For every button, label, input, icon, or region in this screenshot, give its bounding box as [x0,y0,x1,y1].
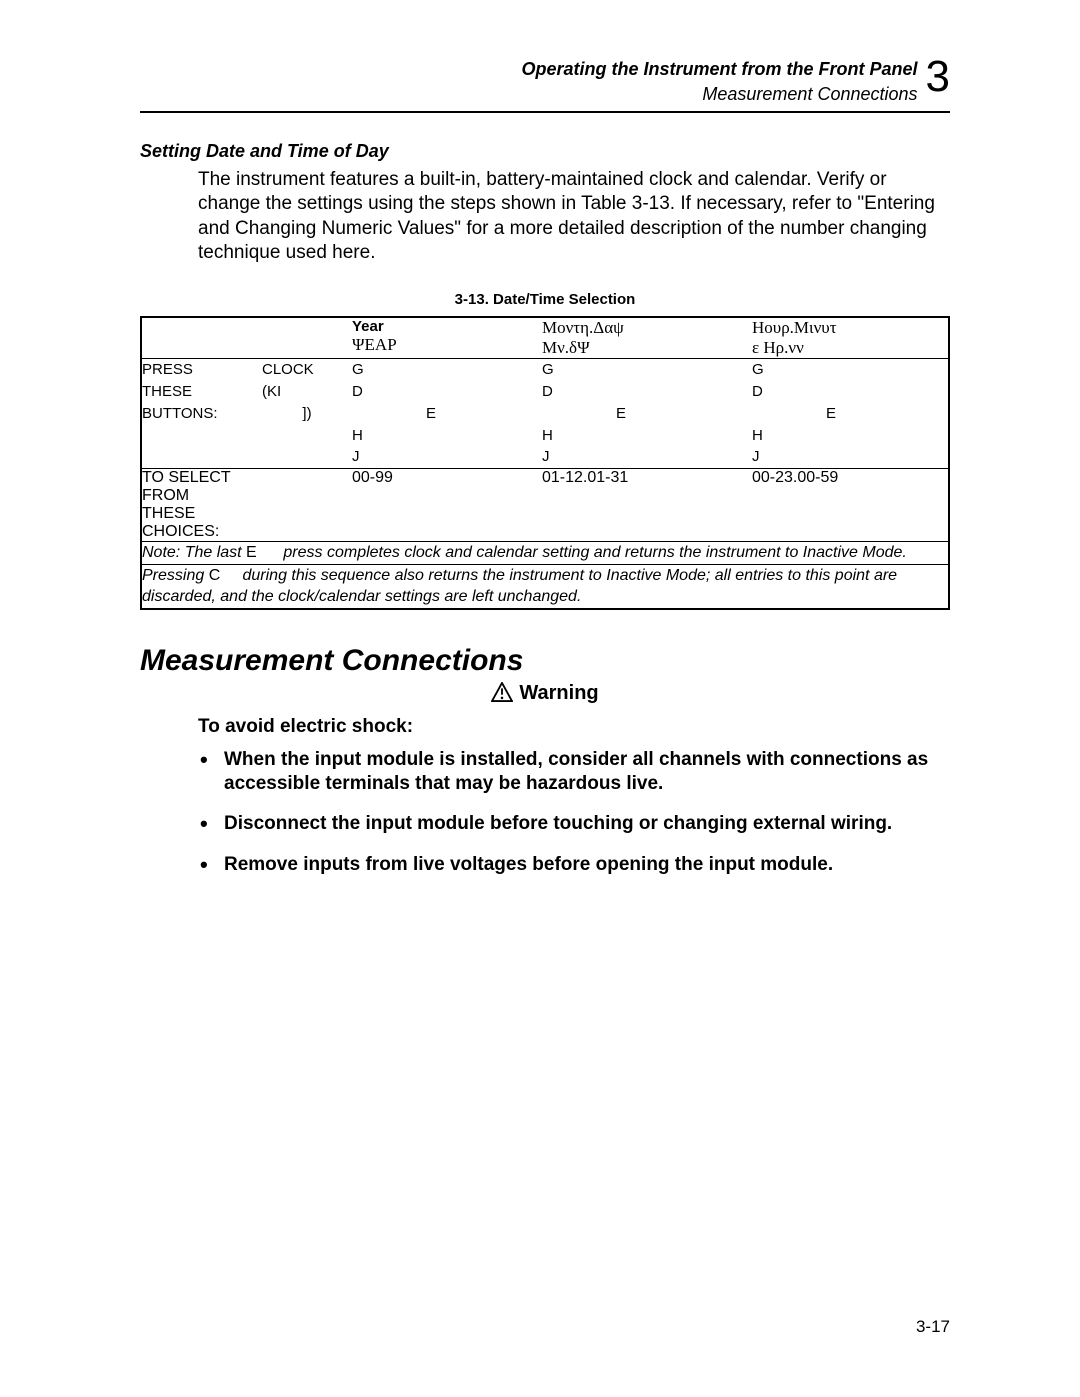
key-cell: E [352,403,542,425]
datetime-table: Year ΨEAP Μοντη.Δαψ Μν.δΨ Ηουρ.Μινυτ ε Η… [140,316,950,610]
col-sub-hour: ε Ηρ.νν [752,338,948,358]
key-cell: J [542,446,752,468]
col-head-hour: Ηουρ.Μινυτ [752,318,948,338]
key-cell: D [752,381,948,403]
keys-col-month: GDEHJ [542,359,752,469]
keys-col-hour: GDEHJ [752,359,948,469]
chapter-number: 3 [926,55,950,99]
key-cell: H [352,425,542,447]
key-cell: E [752,403,948,425]
col-sub-month: Μν.δΨ [542,338,752,358]
key-cell: G [352,359,542,381]
table-note2-row: Pressing C during this sequence also ret… [142,564,948,608]
press-right-2: (KI [262,381,352,403]
choice-label-3: THESE [142,505,352,523]
key-cell: H [752,425,948,447]
page-number: 3-17 [916,1317,950,1337]
col-head-month: Μοντη.Δαψ [542,318,752,338]
choice-label-2: FROM [142,487,352,505]
press-label-3: BUTTONS: [142,403,262,425]
choice-hour: 00-23.00-59 [752,469,948,542]
press-right-cell: CLOCK (KI ]) [262,359,352,469]
key-cell: D [352,381,542,403]
warning-item-3: Remove inputs from live voltages before … [224,853,950,877]
note2-pre: Pressing [142,567,209,584]
key-cell: D [542,381,752,403]
choice-year: 00-99 [352,469,542,542]
warning-heading: Warning [140,682,950,708]
key-cell: G [752,359,948,381]
warning-list: When the input module is installed, cons… [198,748,950,877]
col-sub-year: ΨEAP [352,335,542,355]
table-caption: 3-13. Date/Time Selection [140,291,950,308]
note1-key: E [246,544,257,561]
press-right-3: ]) [262,403,352,425]
press-label-2: THESE [142,381,262,403]
warning-item-2: Disconnect the input module before touch… [224,812,950,836]
note2-key: C [209,567,221,584]
press-right-1: CLOCK [262,359,352,381]
press-label-1: PRESS [142,359,262,381]
key-cell: G [542,359,752,381]
table-choices-row: TO SELECT FROM THESE CHOICES: 00-99 01-1… [142,469,948,542]
note2-post: during this sequence also returns the in… [142,567,897,606]
choice-month: 01-12.01-31 [542,469,752,542]
section-heading-datetime: Setting Date and Time of Day [140,141,950,162]
col-head-year: Year [352,318,542,335]
header-line2: Measurement Connections [702,84,917,105]
key-cell: J [352,446,542,468]
choice-label-4: CHOICES: [142,523,352,541]
press-label-cell: PRESS THESE BUTTONS: [142,359,262,469]
key-cell: H [542,425,752,447]
choice-label-1: TO SELECT [142,469,352,487]
header-rule [140,111,950,113]
section-heading-connections: Measurement Connections [140,644,950,678]
section1-paragraph: The instrument features a built-in, batt… [198,168,950,265]
header-line1: Operating the Instrument from the Front … [521,59,917,80]
note1-post: press completes clock and calendar setti… [279,544,907,561]
choice-label-cell: TO SELECT FROM THESE CHOICES: [142,469,352,542]
table-note1-row: Note: The last E press completes clock a… [142,542,948,565]
note1-pre: Note: The last [142,544,246,561]
warning-lead: To avoid electric shock: [198,716,950,738]
keys-col-year: GDEHJ [352,359,542,469]
page-header: Operating the Instrument from the Front … [140,55,950,105]
table-header-row: Year ΨEAP Μοντη.Δαψ Μν.δΨ Ηουρ.Μινυτ ε Η… [142,318,948,359]
warning-icon [491,682,513,708]
key-cell: J [752,446,948,468]
warning-item-1: When the input module is installed, cons… [224,748,950,797]
table-press-row: PRESS THESE BUTTONS: CLOCK (KI ]) GDEHJ … [142,359,948,469]
key-cell: E [542,403,752,425]
warning-label: Warning [519,682,598,704]
